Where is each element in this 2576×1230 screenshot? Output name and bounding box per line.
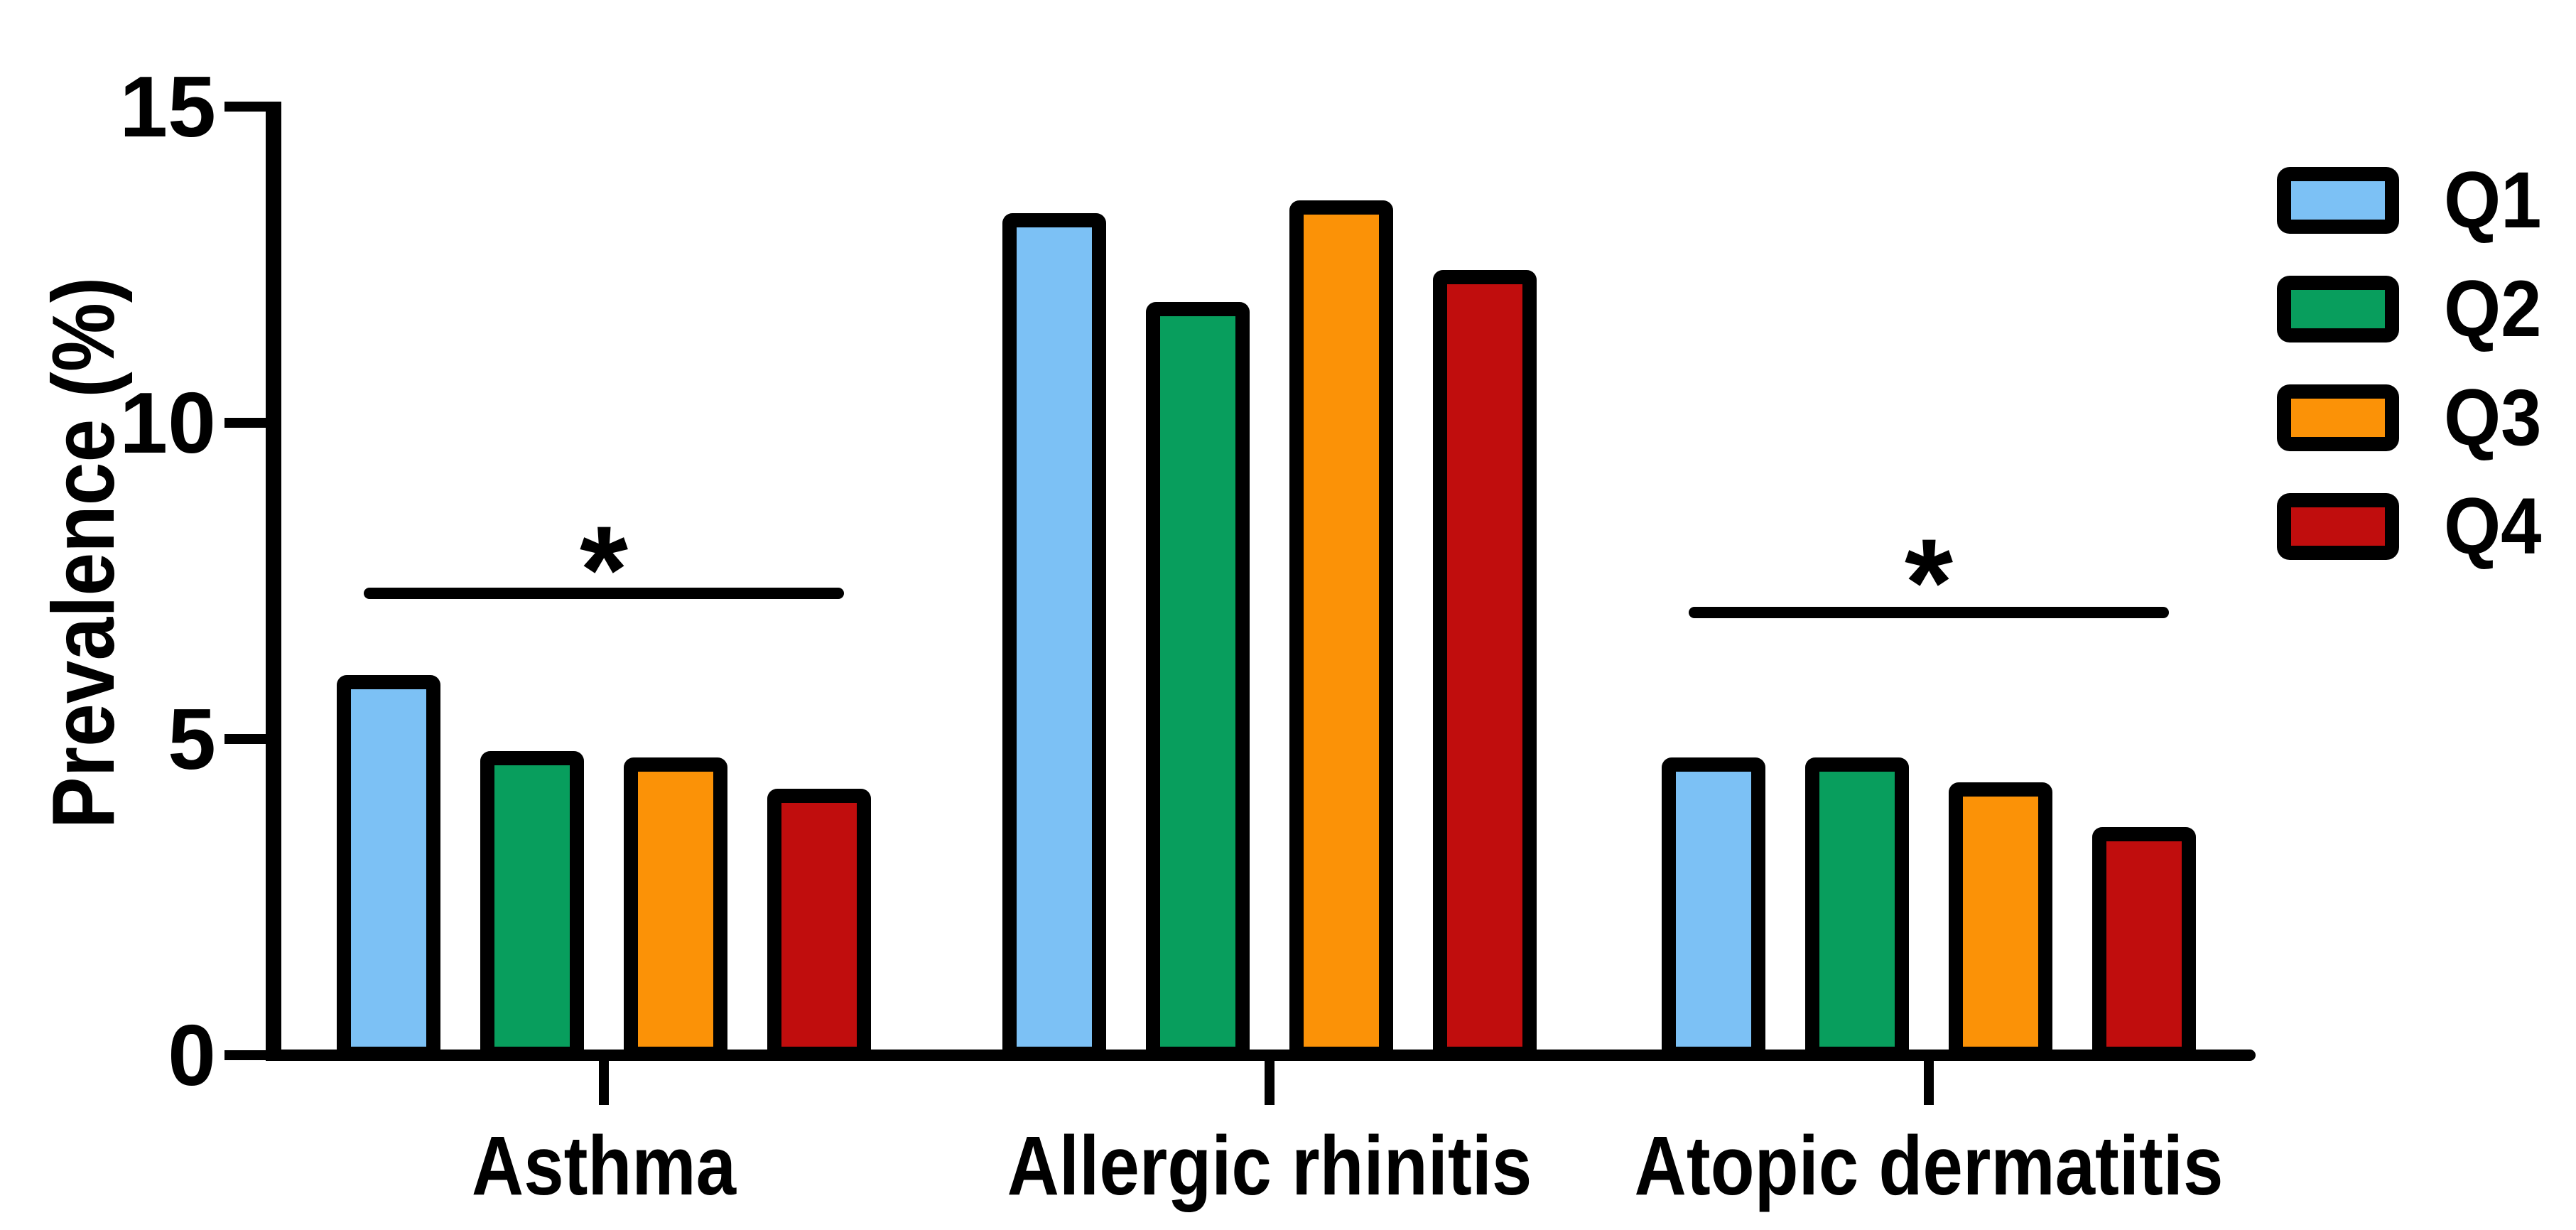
bar-allergic-rhinitis-q4 — [1433, 270, 1537, 1061]
bar-allergic-rhinitis-q3 — [1289, 200, 1393, 1061]
y-tick-label-5: 5 — [168, 691, 216, 787]
legend-swatch-q1 — [2277, 167, 2399, 234]
legend-swatch-q2 — [2277, 276, 2399, 342]
x-label-allergic-rhinitis: Allergic rhinitis — [1007, 1119, 1532, 1213]
y-tick-0 — [224, 1050, 266, 1060]
significance-star-atopic-dermatitis: * — [1904, 513, 1954, 652]
bar-asthma-q1 — [337, 674, 440, 1061]
significance-star-asthma: * — [579, 501, 629, 640]
x-tick-allergic-rhinitis — [1265, 1061, 1275, 1105]
y-tick-label-10: 10 — [119, 374, 216, 471]
legend-label-q3: Q3 — [2444, 373, 2542, 462]
y-tick-label-15: 15 — [119, 58, 216, 155]
x-label-asthma: Asthma — [471, 1119, 737, 1213]
y-tick-15 — [224, 102, 266, 112]
bar-allergic-rhinitis-q2 — [1146, 301, 1250, 1061]
y-tick-10 — [224, 418, 266, 428]
legend-label-q4: Q4 — [2444, 482, 2542, 571]
y-axis-line — [266, 102, 281, 1061]
legend-swatch-q4 — [2277, 493, 2399, 560]
legend-label-q2: Q2 — [2444, 264, 2542, 353]
x-tick-atopic-dermatitis — [1924, 1061, 1934, 1105]
bar-asthma-q2 — [480, 750, 584, 1061]
significance-line-atopic-dermatitis — [1689, 607, 2169, 618]
bar-allergic-rhinitis-q1 — [1002, 213, 1106, 1061]
legend-swatch-q3 — [2277, 384, 2399, 451]
significance-line-asthma — [364, 588, 844, 600]
bar-atopic-dermatitis-q1 — [1662, 757, 1765, 1061]
bar-atopic-dermatitis-q4 — [2092, 826, 2196, 1061]
y-tick-5 — [224, 734, 266, 744]
legend-label-q1: Q1 — [2444, 156, 2542, 244]
x-tick-asthma — [599, 1061, 609, 1105]
y-tick-label-0: 0 — [168, 1007, 216, 1104]
bar-atopic-dermatitis-q2 — [1805, 757, 1909, 1061]
bar-atopic-dermatitis-q3 — [1949, 782, 2052, 1061]
x-label-atopic-dermatitis: Atopic dermatitis — [1634, 1119, 2224, 1213]
bar-asthma-q4 — [767, 789, 871, 1061]
bar-asthma-q3 — [624, 757, 727, 1061]
